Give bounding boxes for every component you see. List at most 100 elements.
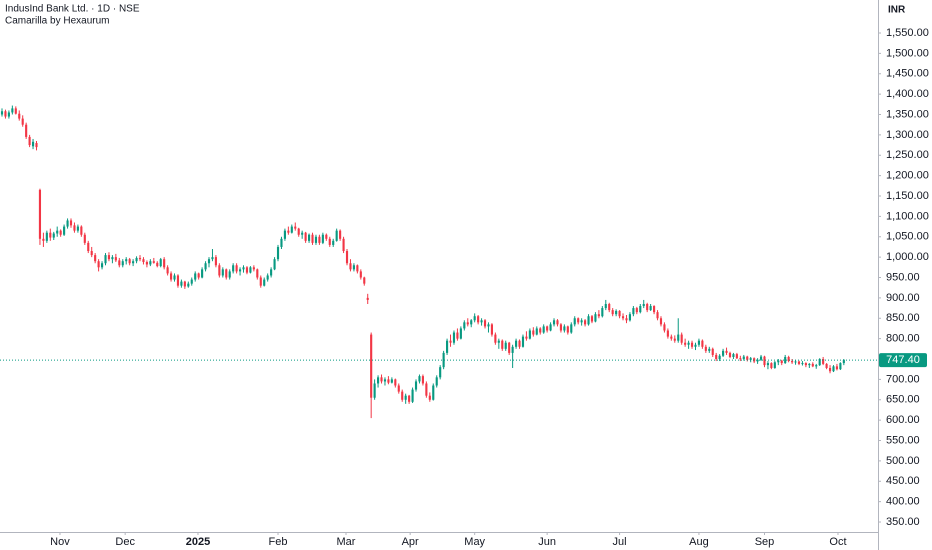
candle-body — [301, 232, 304, 235]
candle-body — [490, 324, 493, 335]
candle-body — [225, 269, 228, 278]
candle-body — [539, 328, 542, 333]
candle-body — [608, 304, 611, 311]
y-tick-label: 1,500.00 — [886, 47, 929, 59]
candle-body — [221, 269, 224, 276]
candle-body — [408, 395, 411, 402]
candle-body — [690, 342, 694, 347]
candle-body — [556, 320, 559, 325]
candle-body — [732, 354, 735, 357]
candle-body — [18, 113, 21, 119]
candle-body — [132, 261, 135, 264]
candle-body — [97, 261, 100, 268]
candle-body — [532, 330, 535, 335]
candle-body — [628, 314, 632, 321]
candle-body — [159, 259, 162, 267]
candle-body — [687, 342, 690, 345]
candle-body — [722, 350, 725, 356]
candle-body — [201, 269, 204, 278]
x-tick-label: Feb — [269, 536, 288, 548]
candle-body — [504, 342, 507, 349]
candle-body — [142, 259, 145, 263]
candle-body — [35, 143, 38, 148]
candle-body — [815, 365, 818, 367]
candle-body — [452, 332, 456, 343]
y-tick-label: 1,000.00 — [886, 251, 929, 263]
candle-body — [597, 314, 600, 317]
candle-body — [763, 356, 766, 366]
candle-body — [328, 238, 331, 245]
candle-body — [118, 260, 121, 266]
candle-body — [787, 356, 790, 362]
candle-body — [625, 318, 628, 321]
candle-body — [149, 261, 152, 265]
candle-body — [611, 310, 614, 315]
candle-body — [715, 354, 718, 360]
candle-body — [518, 340, 521, 347]
candle-body — [321, 234, 324, 243]
candle-body — [804, 363, 807, 366]
y-tick-label: 900.00 — [886, 292, 920, 304]
candle-body — [380, 377, 383, 382]
candle-body — [352, 265, 355, 270]
candle-body — [273, 259, 276, 270]
candle-body — [7, 112, 10, 117]
candle-body — [187, 283, 190, 287]
candle-body — [366, 297, 369, 300]
candle-body — [508, 342, 511, 353]
candle-body — [107, 255, 111, 260]
candle-body — [297, 228, 300, 235]
candle-body — [194, 273, 197, 280]
candle-body — [449, 340, 452, 343]
candle-body — [0, 111, 4, 115]
candle-body — [563, 326, 566, 331]
candle-body — [73, 225, 76, 231]
candle-body — [104, 255, 107, 264]
candle-body — [835, 366, 839, 370]
candle-body — [287, 230, 290, 233]
candle-body — [280, 238, 283, 247]
candle-body — [169, 273, 173, 280]
x-tick-label: Dec — [115, 536, 135, 548]
candle-body — [756, 359, 759, 362]
candle-body — [439, 367, 442, 378]
candle-body — [252, 267, 255, 270]
candle-body — [128, 259, 131, 264]
candle-body — [590, 316, 594, 322]
candle-body — [49, 232, 52, 238]
candle-body — [204, 263, 207, 270]
candle-body — [335, 230, 338, 241]
candle-body — [515, 340, 518, 347]
candle-body — [570, 324, 573, 333]
candle-body — [245, 267, 249, 273]
candle-body — [428, 395, 431, 400]
y-tick-label: 1,300.00 — [886, 129, 929, 141]
candle-body — [601, 308, 604, 317]
candle-body — [214, 257, 217, 266]
candle-body — [666, 330, 669, 337]
candle-body — [673, 338, 676, 341]
candle-body — [528, 330, 531, 339]
candle-body — [138, 257, 142, 260]
candle-body — [711, 348, 714, 355]
candle-body — [725, 350, 728, 353]
candle-body — [525, 336, 528, 339]
x-tick-label: 2025 — [186, 536, 210, 548]
y-tick-label: 1,200.00 — [886, 170, 929, 182]
candle-body — [390, 379, 393, 383]
candle-body — [52, 233, 55, 238]
candle-body — [684, 342, 687, 345]
candle-body — [11, 108, 14, 113]
candle-body — [342, 238, 345, 252]
candle-body — [69, 220, 73, 226]
candle-body — [697, 340, 701, 345]
candle-body — [66, 220, 69, 227]
candle-body — [615, 310, 618, 315]
candle-body — [546, 326, 549, 331]
candle-body — [477, 316, 480, 323]
candle-body — [635, 308, 638, 313]
candle-body — [59, 230, 62, 235]
candle-body — [770, 363, 773, 368]
candle-body — [332, 240, 335, 245]
candle-body — [145, 262, 148, 265]
